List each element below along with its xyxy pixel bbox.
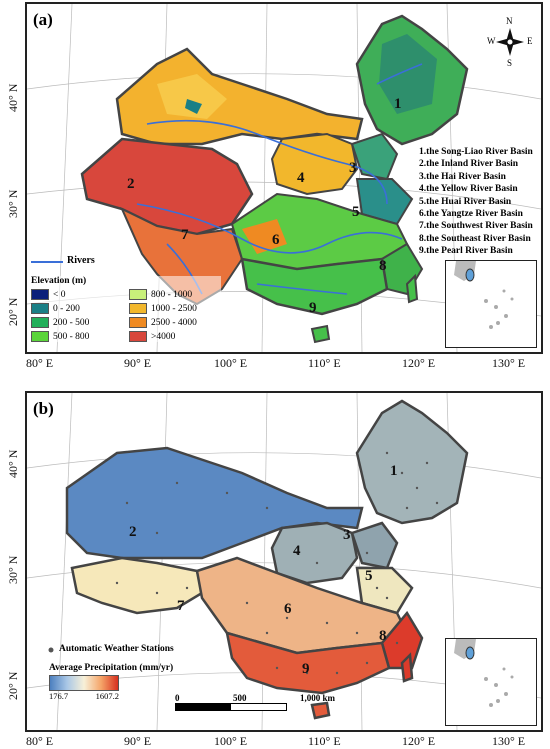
- precip-max-label: 1607.2: [95, 691, 119, 701]
- basin-number-6: 6: [272, 232, 280, 248]
- basin-number-1: 1: [390, 463, 398, 479]
- basin-list-legend: 1.the Song-Liao River Basin 2.the Inland…: [419, 146, 533, 258]
- basin-number-8: 8: [379, 258, 387, 274]
- south-china-sea-inset: [445, 260, 537, 348]
- elevation-class: 2500 - 4000: [129, 317, 221, 328]
- lat-tick-b-40: 40° N: [6, 449, 20, 478]
- basin-number-7: 7: [181, 227, 189, 243]
- lat-tick-b-30: 30° N: [6, 555, 20, 584]
- panel-a-elevation-map: 1 2 3 4 5 6 7 8 9 (a) N S W E 1.the Song…: [25, 2, 543, 354]
- basin-number-8: 8: [379, 628, 387, 644]
- swatch: [129, 317, 147, 328]
- basin-list-item: 1.the Song-Liao River Basin: [419, 147, 533, 157]
- basin-number-3: 3: [343, 527, 351, 543]
- basin-number-5: 5: [365, 568, 373, 584]
- basin-list-item: 9.the Pearl River Basin: [419, 246, 513, 257]
- lat-tick-a-20: 20° N: [6, 297, 20, 326]
- lat-tick-a-30: 30° N: [6, 189, 20, 218]
- basin-number-5: 5: [352, 204, 360, 220]
- panel-a-label: (a): [33, 10, 53, 29]
- lon-tick-b-90: 90° E: [124, 734, 152, 748]
- china-elevation: [80, 14, 469, 344]
- scale-label-0: 0: [175, 693, 180, 703]
- scale-label-1000: 1,000 km: [299, 693, 335, 703]
- swatch: [31, 317, 49, 328]
- lon-tick-a-120: 120° E: [402, 356, 436, 370]
- basin-number-2: 2: [127, 176, 135, 192]
- south-china-sea-inset: [445, 638, 537, 726]
- swatch: [129, 331, 147, 342]
- precipitation-basins: [65, 399, 469, 720]
- lon-tick-a-80: 80° E: [26, 356, 54, 370]
- elevation-legend-title: Elevation (m): [31, 276, 87, 286]
- lon-tick-b-110: 110° E: [308, 734, 341, 748]
- lon-tick-b-120: 120° E: [402, 734, 436, 748]
- precipitation-gradient: [49, 675, 119, 691]
- elevation-class: 0 - 200: [31, 303, 123, 314]
- basin-list-item: 3.the Hai River Basin: [419, 171, 506, 182]
- basin-number-2: 2: [129, 524, 137, 540]
- weather-stations: [115, 451, 439, 675]
- rivers-legend-label: Rivers: [67, 255, 95, 266]
- elevation-legend: Elevation (m) < 0 800 - 1000 0 - 200 100…: [31, 276, 221, 342]
- lon-tick-a-110: 110° E: [308, 356, 341, 370]
- swatch: [129, 289, 147, 300]
- stations-legend-label: Automatic Weather Stations: [59, 644, 174, 654]
- basin-list-item: 7.the Southwest River Basin: [419, 221, 533, 232]
- basin-list-item: 5.the Huai River Basin: [419, 196, 512, 207]
- basin-number-3: 3: [349, 160, 357, 176]
- lon-tick-b-130: 130° E: [492, 734, 526, 748]
- basin-number-9: 9: [309, 300, 317, 316]
- scale-label-500: 500: [232, 693, 247, 703]
- compass-w: W: [487, 36, 496, 46]
- elevation-class: 1000 - 2500: [129, 303, 221, 314]
- compass-n: N: [506, 16, 513, 26]
- precipitation-map-svg: 1 2 3 4 5 6 7 8 9: [27, 393, 541, 730]
- basin-list-item: 8.the Southeast River Basin: [419, 233, 531, 244]
- precipitation-legend-title: Average Precipitation (mm/yr): [49, 663, 174, 673]
- basin-number-4: 4: [297, 170, 305, 186]
- panel-b-label: (b): [33, 399, 54, 418]
- swatch: [31, 303, 49, 314]
- elevation-class: < 0: [31, 289, 123, 300]
- basin-number-1: 1: [394, 96, 402, 112]
- swatch: [129, 303, 147, 314]
- basin-number-9: 9: [302, 661, 310, 677]
- elevation-class: 500 - 800: [31, 331, 123, 342]
- rivers: [136, 63, 423, 295]
- elevation-class: 800 - 1000: [129, 289, 221, 300]
- precip-min-label: 176.7: [49, 691, 69, 701]
- basin-list-item: 6.the Yangtze River Basin: [419, 209, 523, 220]
- panel-b-precipitation-map: 1 2 3 4 5 6 7 8 9 (b) Automatic Weather …: [25, 391, 543, 732]
- basin-number-7: 7: [177, 598, 185, 614]
- lon-tick-b-80: 80° E: [26, 734, 54, 748]
- compass-rose-icon: N S W E: [487, 16, 533, 70]
- swatch: [31, 331, 49, 342]
- lon-tick-a-90: 90° E: [124, 356, 152, 370]
- scale-bar: 0 500 1,000 km: [175, 693, 335, 711]
- compass-e: E: [527, 36, 533, 46]
- basin-number-6: 6: [284, 601, 292, 617]
- basin-number-4: 4: [293, 543, 301, 559]
- lon-tick-a-130: 130° E: [492, 356, 526, 370]
- station-legend-dot: [48, 647, 54, 653]
- precipitation-legend: Average Precipitation (mm/yr) 176.7 1607…: [49, 663, 173, 701]
- basin-list-item: 2.the Inland River Basin: [419, 159, 519, 170]
- elevation-map-svg: 1 2 3 4 5 6 7 8 9: [27, 4, 541, 352]
- lat-tick-a-40: 40° N: [6, 83, 20, 112]
- lon-tick-b-100: 100° E: [214, 734, 248, 748]
- basin-list-item: 4.the Yellow River Basin: [419, 184, 518, 195]
- swatch: [31, 289, 49, 300]
- elevation-class: 200 - 500: [31, 317, 123, 328]
- elevation-class: >4000: [129, 331, 221, 342]
- compass-s: S: [507, 58, 513, 68]
- lat-tick-b-20: 20° N: [6, 671, 20, 700]
- lon-tick-a-100: 100° E: [214, 356, 248, 370]
